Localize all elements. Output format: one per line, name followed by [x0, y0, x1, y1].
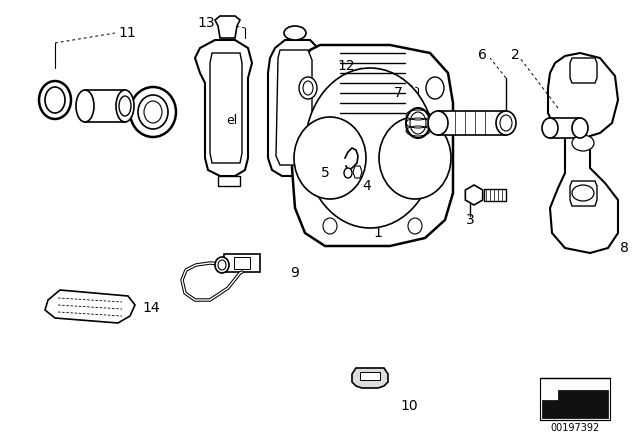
Ellipse shape [542, 118, 558, 138]
Text: 14: 14 [142, 301, 159, 315]
Polygon shape [570, 181, 597, 206]
Bar [360, 372, 380, 380]
Ellipse shape [303, 81, 313, 95]
Polygon shape [353, 166, 362, 178]
Ellipse shape [408, 218, 422, 234]
Text: 6: 6 [478, 48, 487, 62]
Ellipse shape [379, 117, 451, 199]
Ellipse shape [130, 87, 176, 137]
Ellipse shape [428, 111, 448, 135]
Polygon shape [352, 368, 388, 388]
Ellipse shape [76, 90, 94, 122]
Polygon shape [268, 40, 322, 176]
Text: el: el [227, 113, 237, 126]
Polygon shape [276, 50, 312, 165]
Text: 2: 2 [511, 48, 520, 62]
Ellipse shape [116, 90, 134, 122]
Polygon shape [465, 185, 483, 205]
Text: 4: 4 [362, 179, 371, 193]
Ellipse shape [500, 115, 512, 131]
Ellipse shape [294, 117, 366, 199]
Ellipse shape [305, 68, 435, 228]
Polygon shape [218, 176, 240, 186]
Bar [540, 378, 610, 420]
Polygon shape [548, 53, 618, 253]
Polygon shape [542, 390, 558, 400]
Text: 8: 8 [620, 241, 629, 255]
Ellipse shape [218, 260, 226, 270]
Ellipse shape [344, 168, 352, 178]
Ellipse shape [119, 96, 131, 116]
Text: 1: 1 [374, 226, 383, 240]
Bar [234, 257, 250, 269]
Ellipse shape [406, 108, 430, 138]
Polygon shape [215, 16, 240, 38]
Text: 5: 5 [321, 166, 330, 180]
Bar [438, 111, 506, 135]
Text: 9: 9 [290, 266, 299, 280]
Text: 13: 13 [197, 16, 215, 30]
Ellipse shape [45, 87, 65, 113]
Ellipse shape [496, 111, 516, 135]
Ellipse shape [323, 218, 337, 234]
Ellipse shape [144, 101, 162, 123]
Ellipse shape [410, 112, 426, 134]
Ellipse shape [215, 257, 229, 273]
Ellipse shape [572, 185, 594, 201]
Bar [85, 90, 125, 122]
Ellipse shape [572, 118, 588, 138]
Polygon shape [292, 45, 453, 246]
Text: 10: 10 [400, 399, 418, 413]
Text: 11: 11 [118, 26, 136, 40]
Polygon shape [570, 58, 597, 83]
Ellipse shape [572, 135, 594, 151]
Text: 7: 7 [394, 86, 403, 100]
Text: 00197392: 00197392 [550, 423, 600, 433]
Ellipse shape [426, 77, 444, 99]
Text: 12: 12 [337, 59, 355, 73]
Polygon shape [542, 390, 608, 418]
Bar [550, 118, 580, 138]
Polygon shape [195, 40, 252, 176]
Polygon shape [45, 290, 135, 323]
Bar [484, 189, 506, 201]
Bar [224, 254, 260, 272]
Ellipse shape [284, 26, 306, 40]
Text: 3: 3 [466, 213, 474, 227]
Polygon shape [210, 53, 242, 163]
Ellipse shape [138, 95, 168, 129]
Ellipse shape [39, 81, 71, 119]
Ellipse shape [299, 77, 317, 99]
